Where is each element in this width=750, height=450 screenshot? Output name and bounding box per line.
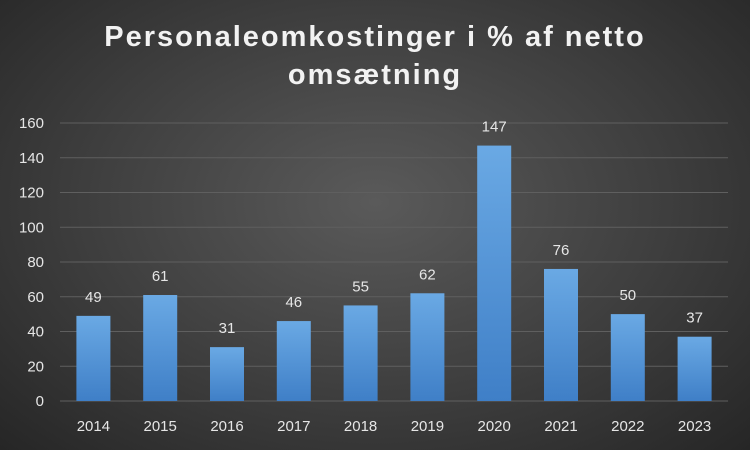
y-tick-label: 0 [36,393,44,410]
bar-2023 [677,336,712,401]
x-tick-label: 2017 [277,418,310,435]
y-tick-label: 60 [27,289,44,306]
x-tick-label: 2015 [144,418,177,435]
bar-2019 [410,293,445,401]
data-label: 147 [482,119,507,136]
y-tick-label: 100 [19,219,44,236]
bar-2018 [343,305,378,401]
y-tick-label: 140 [19,150,44,167]
x-tick-label: 2022 [611,418,644,435]
x-tick-label: 2014 [77,418,110,435]
bar-2021 [544,268,578,401]
bar-2015 [143,295,178,401]
chart-title: Personaleomkostinger i % af netto omsætn… [104,21,646,91]
y-tick-label: 120 [19,185,44,202]
data-label: 46 [285,294,302,311]
bars [76,145,712,401]
bar-2020 [477,145,512,401]
data-label: 61 [152,268,169,285]
x-tick-label: 2020 [478,418,511,435]
data-label: 62 [419,266,436,283]
x-tick-label: 2023 [678,418,711,435]
gridlines [60,122,728,402]
bar-2016 [210,347,244,401]
bar-2017 [276,321,311,401]
x-tick-label: 2021 [544,418,577,435]
y-tick-label: 160 [19,115,44,132]
data-label: 55 [352,278,369,295]
data-label: 49 [85,289,102,306]
bar-2014 [76,315,111,401]
x-tick-label: 2018 [344,418,377,435]
x-tick-label: 2019 [411,418,444,435]
data-label: 76 [553,242,570,259]
y-tick-label: 20 [27,358,44,375]
bar-2022 [610,314,645,401]
data-label: 31 [219,320,236,337]
y-tick-label: 80 [27,254,44,271]
x-tick-label: 2016 [210,418,243,435]
data-label: 37 [686,310,703,327]
data-label: 50 [619,287,636,304]
labels: 0 20 40 60 80 100 120 140 160 49 2014 61 2015 31 2016 4… [19,115,711,435]
y-tick-label: 40 [27,324,44,341]
